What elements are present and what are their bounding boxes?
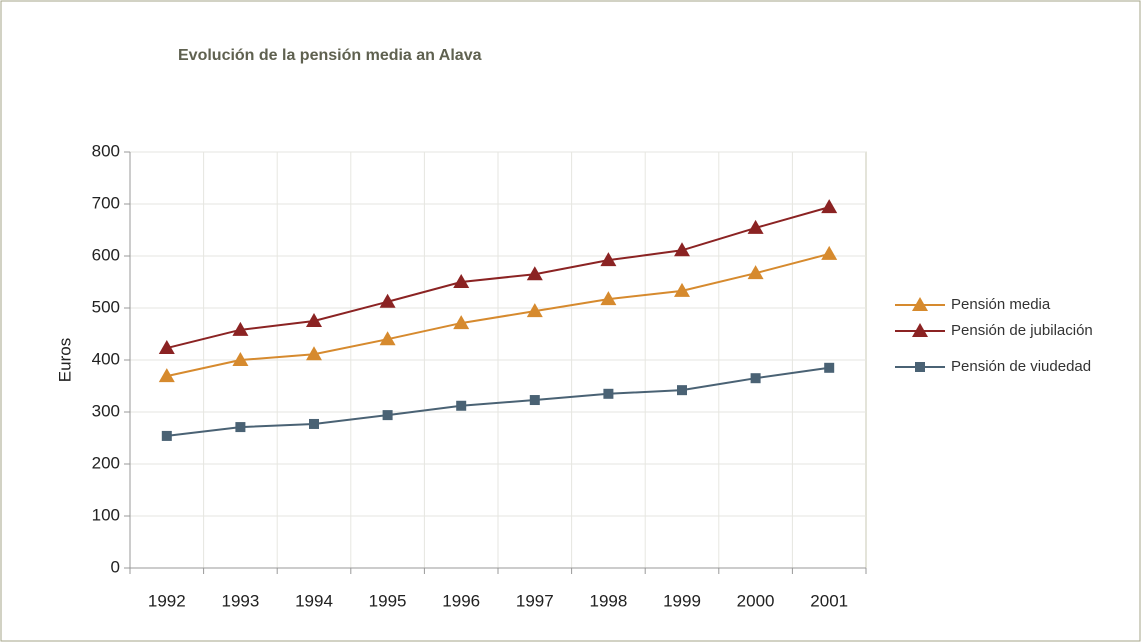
x-tick-label: 2001 [810, 591, 848, 610]
marker [235, 422, 246, 433]
marker [529, 395, 540, 406]
legend-label: Pensión media [951, 296, 1051, 313]
y-axis-label: Euros [55, 338, 74, 382]
marker [306, 313, 322, 327]
x-tick-label: 1996 [442, 591, 480, 610]
marker [674, 242, 690, 257]
marker [603, 388, 614, 399]
y-tick-label: 500 [92, 297, 120, 316]
y-tick-label: 300 [92, 401, 120, 420]
x-tick-label: 1993 [221, 591, 259, 610]
y-tick-label: 100 [92, 505, 120, 524]
marker [600, 291, 617, 306]
x-tick-label: 1992 [148, 591, 186, 610]
marker [526, 303, 543, 318]
marker [382, 410, 393, 421]
x-tick-label: 2000 [737, 591, 775, 610]
marker [309, 418, 319, 429]
legend-label: Pensión de viudedad [951, 358, 1091, 375]
legend-marker [912, 297, 928, 311]
y-tick-label: 200 [92, 453, 120, 472]
marker [824, 362, 835, 373]
x-tick-label: 1998 [589, 591, 627, 610]
marker [750, 373, 761, 384]
marker [379, 293, 396, 308]
x-tick-label: 1994 [295, 591, 333, 610]
y-tick-label: 600 [92, 245, 120, 264]
marker [674, 282, 690, 297]
y-tick-label: 800 [92, 141, 120, 160]
marker [747, 219, 764, 234]
marker [600, 252, 617, 267]
marker [158, 340, 175, 355]
series-line [166, 252, 830, 378]
series-line [166, 366, 830, 437]
legend-label: Pensión de jubilación [951, 322, 1093, 339]
marker [747, 265, 764, 280]
marker [158, 368, 175, 383]
y-tick-label: 400 [92, 349, 120, 368]
x-tick-label: 1995 [369, 591, 407, 610]
marker [379, 331, 396, 346]
marker [453, 315, 470, 330]
y-tick-label: 700 [92, 193, 120, 212]
marker [456, 400, 467, 411]
x-tick-label: 1999 [663, 591, 701, 610]
marker [677, 385, 687, 396]
marker [232, 321, 249, 336]
marker [821, 199, 838, 214]
marker [306, 346, 322, 361]
marker [232, 352, 249, 366]
marker [161, 430, 172, 441]
y-tick-label: 0 [111, 557, 120, 576]
chart-title: Evolución de la pensión media an Alava [178, 47, 482, 64]
marker [453, 274, 470, 288]
marker [821, 245, 838, 260]
legend-marker [915, 362, 925, 372]
marker [526, 266, 543, 281]
series-line [166, 206, 830, 350]
legend-marker [912, 323, 928, 337]
x-tick-label: 1997 [516, 591, 554, 610]
